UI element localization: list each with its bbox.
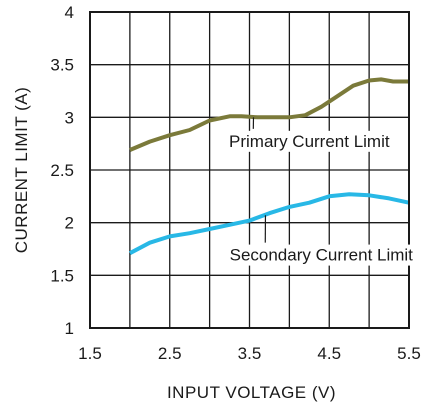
series-layer	[128, 77, 410, 255]
y-tick-label: 3	[65, 108, 74, 127]
x-tick-label: 1.5	[78, 344, 102, 363]
x-tick-label: 5.5	[397, 344, 421, 363]
y-tick-label: 1	[65, 319, 74, 338]
y-tick-label: 2.5	[50, 161, 74, 180]
series-line-secondary	[128, 192, 410, 255]
annotation-label-0: Primary Current Limit	[229, 132, 390, 151]
x-tick-label: 2.5	[158, 344, 182, 363]
plot-frame	[89, 11, 410, 329]
tick-labels: 1.5 2.5 3.5 4.5 5.511.522.533.54	[50, 3, 420, 363]
y-tick-label: 3.5	[50, 56, 74, 75]
x-axis-title: INPUT VOLTAGE (V)	[167, 383, 336, 402]
x-tick-label: 3.5	[238, 344, 262, 363]
y-axis-title: CURRENT LIMIT (A)	[12, 87, 31, 254]
y-tick-label: 4	[65, 3, 74, 22]
annotation-background-0	[226, 130, 393, 152]
x-tick-label: 4.5	[317, 344, 341, 363]
annotations: Primary Current Limit Secondary Current L…	[226, 117, 417, 266]
y-tick-label: 1.5	[50, 266, 74, 285]
series-line-primary	[129, 77, 409, 152]
annotation-label-1: Secondary Current Limit	[230, 246, 414, 265]
grid-lines	[89, 11, 410, 329]
annotation-background-1	[226, 244, 417, 266]
y-tick-label: 2	[65, 214, 74, 233]
